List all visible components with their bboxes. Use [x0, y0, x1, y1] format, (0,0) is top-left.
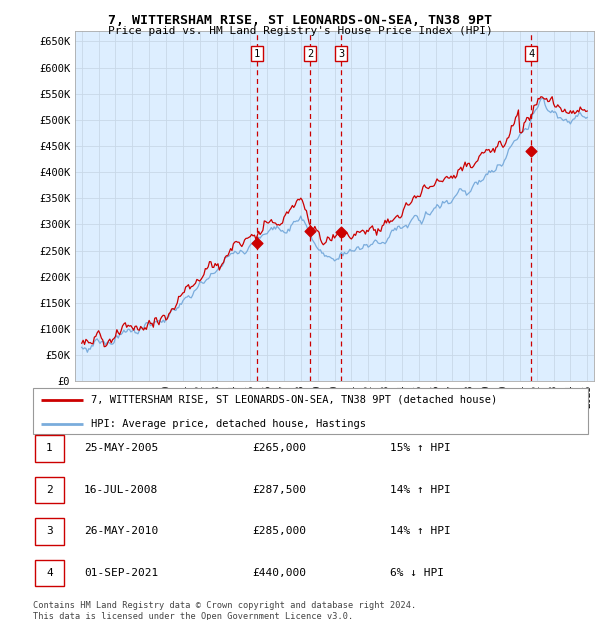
- Text: 3: 3: [338, 49, 344, 59]
- Text: Price paid vs. HM Land Registry's House Price Index (HPI): Price paid vs. HM Land Registry's House …: [107, 26, 493, 36]
- Text: 4: 4: [46, 568, 53, 578]
- FancyBboxPatch shape: [35, 560, 64, 586]
- FancyBboxPatch shape: [35, 435, 64, 461]
- Text: 7, WITTERSHAM RISE, ST LEONARDS-ON-SEA, TN38 9PT: 7, WITTERSHAM RISE, ST LEONARDS-ON-SEA, …: [108, 14, 492, 27]
- Text: £440,000: £440,000: [252, 568, 306, 578]
- Text: 4: 4: [528, 49, 534, 59]
- Text: 15% ↑ HPI: 15% ↑ HPI: [390, 443, 451, 453]
- FancyBboxPatch shape: [35, 477, 64, 503]
- Text: Contains HM Land Registry data © Crown copyright and database right 2024.: Contains HM Land Registry data © Crown c…: [33, 601, 416, 611]
- Text: 25-MAY-2005: 25-MAY-2005: [84, 443, 158, 453]
- Text: 14% ↑ HPI: 14% ↑ HPI: [390, 526, 451, 536]
- Text: 16-JUL-2008: 16-JUL-2008: [84, 485, 158, 495]
- Text: This data is licensed under the Open Government Licence v3.0.: This data is licensed under the Open Gov…: [33, 612, 353, 620]
- Text: 01-SEP-2021: 01-SEP-2021: [84, 568, 158, 578]
- Point: [252, 238, 262, 248]
- Text: £287,500: £287,500: [252, 485, 306, 495]
- Text: 1: 1: [254, 49, 260, 59]
- FancyBboxPatch shape: [33, 388, 588, 434]
- Text: 3: 3: [46, 526, 53, 536]
- Point: [526, 146, 536, 156]
- Point: [336, 228, 346, 237]
- Text: HPI: Average price, detached house, Hastings: HPI: Average price, detached house, Hast…: [91, 418, 366, 429]
- Text: 14% ↑ HPI: 14% ↑ HPI: [390, 485, 451, 495]
- Text: 2: 2: [307, 49, 313, 59]
- Point: [305, 226, 314, 236]
- Text: 7, WITTERSHAM RISE, ST LEONARDS-ON-SEA, TN38 9PT (detached house): 7, WITTERSHAM RISE, ST LEONARDS-ON-SEA, …: [91, 394, 497, 405]
- Text: 2: 2: [46, 485, 53, 495]
- Text: £265,000: £265,000: [252, 443, 306, 453]
- Text: 1: 1: [46, 443, 53, 453]
- Text: 26-MAY-2010: 26-MAY-2010: [84, 526, 158, 536]
- FancyBboxPatch shape: [35, 518, 64, 544]
- Text: £285,000: £285,000: [252, 526, 306, 536]
- Text: 6% ↓ HPI: 6% ↓ HPI: [390, 568, 444, 578]
